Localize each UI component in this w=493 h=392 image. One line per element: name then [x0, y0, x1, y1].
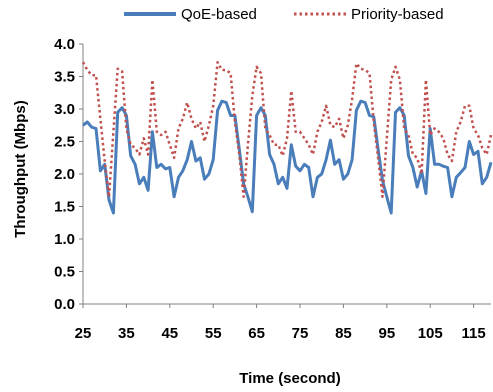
y-tick-label: 0.5 [54, 264, 75, 281]
x-axis-ticks: 25 35 45 55 65 75 85 95 105 115 [75, 304, 486, 342]
legend-label-priority-based: Priority-based [351, 6, 444, 23]
y-tick-label: 3.5 [54, 69, 75, 86]
y-tick-label: 4.0 [54, 36, 75, 53]
x-tick-label: 25 [75, 325, 92, 342]
y-tick-label: 2.0 [54, 166, 75, 183]
series-layer [81, 60, 493, 215]
y-tick-label: 1.0 [54, 231, 75, 248]
x-tick-label: 105 [418, 325, 443, 342]
x-tick-label: 65 [248, 325, 265, 342]
x-axis-title: Time (second) [239, 370, 340, 387]
series-line-qoe-based [82, 99, 493, 215]
y-tick-label: 3.0 [54, 101, 75, 118]
x-tick-label: 115 [462, 325, 486, 342]
legend: QoE-based Priority-based [124, 6, 444, 23]
series-line-priority-based [81, 60, 493, 199]
legend-label-qoe-based: QoE-based [181, 6, 257, 23]
y-tick-label: 2.5 [54, 134, 75, 151]
x-tick-label: 35 [118, 325, 135, 342]
x-tick-label: 85 [335, 325, 352, 342]
y-tick-label: 1.5 [54, 199, 75, 216]
x-tick-label: 75 [292, 325, 309, 342]
y-axis-title: Throughput (Mbps) [12, 100, 29, 237]
x-tick-label: 45 [161, 325, 178, 342]
y-axis-ticks: 0.0 0.5 1.0 1.5 2.0 2.5 3.0 3.5 4.0 [54, 36, 83, 313]
x-tick-label: 95 [378, 325, 395, 342]
y-tick-label: 0.0 [54, 296, 75, 313]
x-tick-label: 55 [205, 325, 222, 342]
